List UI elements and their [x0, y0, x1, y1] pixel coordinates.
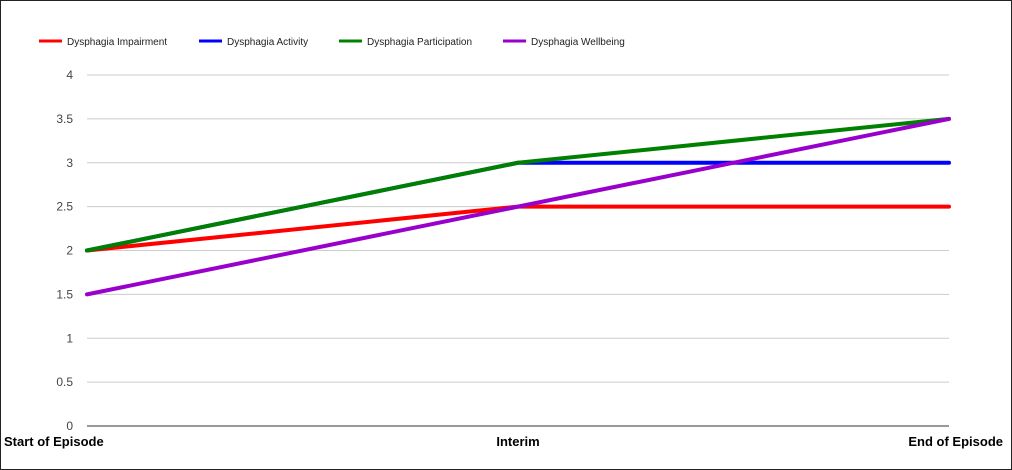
x-tick-label: Start of Episode	[4, 434, 104, 449]
gridlines	[87, 74, 949, 427]
y-tick-label: 2	[66, 244, 73, 258]
x-tick-label: Interim	[496, 434, 539, 449]
x-axis-ticks: Start of Episode Interim End of Episode	[4, 434, 1003, 449]
series-lines	[85, 116, 951, 297]
y-tick-label: 2.5	[56, 200, 73, 214]
legend-item-dysphagia-participation[interactable]: Dysphagia Participation	[339, 37, 472, 48]
series-line-dysphagia-wellbeing	[85, 116, 951, 297]
y-tick-label: 3.5	[56, 112, 73, 126]
legend-item-dysphagia-impairment[interactable]: Dysphagia Impairment	[39, 37, 167, 48]
legend-item-dysphagia-activity[interactable]: Dysphagia Activity	[199, 37, 308, 48]
legend-label: Dysphagia Activity	[227, 37, 308, 48]
legend-label: Dysphagia Participation	[367, 37, 472, 48]
legend-label: Dysphagia Impairment	[67, 37, 167, 48]
legend-label: Dysphagia Wellbeing	[531, 37, 625, 48]
series-line-dysphagia-participation	[85, 116, 951, 253]
legend-item-dysphagia-wellbeing[interactable]: Dysphagia Wellbeing	[503, 37, 625, 48]
y-tick-label: 0.5	[56, 375, 73, 389]
y-axis-ticks: 0 0.5 1 1.5 2 2.5 3 3.5 4	[56, 68, 73, 433]
x-tick-label: End of Episode	[908, 434, 1003, 449]
y-tick-label: 1	[66, 331, 73, 345]
y-tick-label: 3	[66, 156, 73, 170]
y-tick-label: 0	[66, 419, 73, 433]
series-line-dysphagia-impairment	[85, 204, 951, 253]
legend: Dysphagia Impairment Dysphagia Activity Dy…	[39, 37, 625, 48]
y-tick-label: 4	[66, 68, 73, 82]
y-tick-label: 1.5	[56, 287, 73, 301]
